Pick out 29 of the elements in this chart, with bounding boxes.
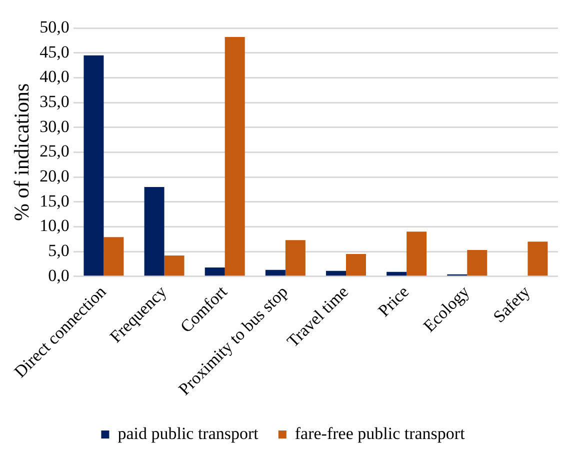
- bar: [144, 186, 164, 276]
- legend-label: fare-free public transport: [294, 424, 466, 443]
- y-tick-label: 40,0: [40, 67, 70, 86]
- bar: [386, 272, 407, 276]
- bar: [164, 256, 184, 276]
- y-tick-label: 5,0: [48, 241, 70, 260]
- y-tick-label: 0,0: [48, 266, 70, 285]
- bar: [406, 232, 427, 276]
- bar: [104, 237, 124, 276]
- y-tick-label: 45,0: [40, 42, 70, 62]
- bar: [528, 242, 548, 276]
- bar: [224, 36, 245, 276]
- bar: [84, 55, 104, 276]
- y-axis-title: % of indications: [10, 83, 34, 222]
- bar: [265, 270, 286, 276]
- bar: [467, 250, 488, 276]
- bar: [285, 240, 306, 276]
- y-tick-label: 10,0: [40, 216, 70, 236]
- y-tick-label: 30,0: [40, 116, 70, 136]
- y-tick-label: 25,0: [40, 142, 70, 161]
- legend-label: paid public transport: [118, 424, 259, 443]
- bar: [346, 254, 366, 276]
- y-tick-label: 15,0: [40, 191, 70, 210]
- y-tick-label: 35,0: [40, 92, 70, 111]
- bar: [204, 267, 225, 276]
- y-tick-label: 50,0: [40, 17, 70, 36]
- x-tick-label: Price: [374, 282, 413, 320]
- y-tick-label: 20,0: [40, 166, 70, 186]
- bar: [326, 270, 346, 276]
